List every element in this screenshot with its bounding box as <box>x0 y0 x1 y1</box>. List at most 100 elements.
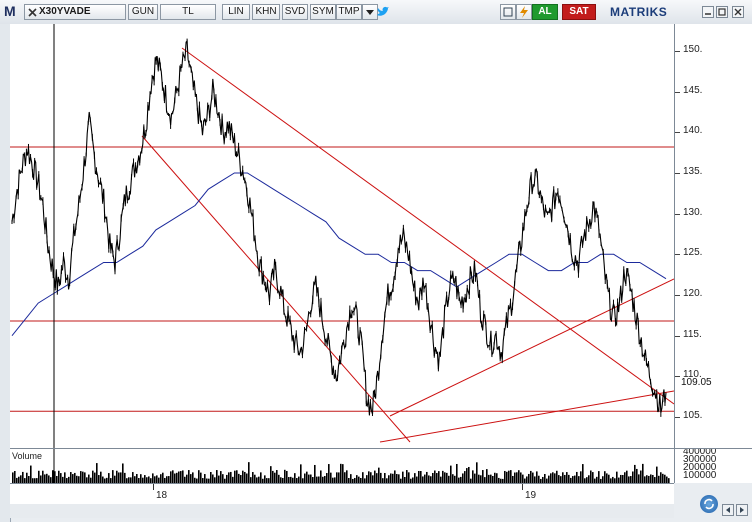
volume-bar <box>238 473 240 483</box>
volume-bar <box>582 464 584 483</box>
volume-bar <box>348 478 350 483</box>
volume-bar <box>222 474 224 483</box>
volume-bar <box>14 471 16 483</box>
scroll-right-button[interactable] <box>736 504 748 516</box>
symbol-label: X30YVADE <box>39 6 91 17</box>
volume-bar <box>88 474 90 483</box>
volume-bar <box>306 471 308 483</box>
volume-bar <box>462 473 464 483</box>
volume-bar <box>188 470 190 483</box>
volume-bar <box>196 478 198 483</box>
volume-bar <box>510 470 512 483</box>
khn-button[interactable]: KHN <box>252 4 280 20</box>
volume-bar <box>220 471 222 483</box>
volume-bar <box>270 466 272 483</box>
volume-bar <box>664 474 666 483</box>
volume-bar <box>56 475 58 483</box>
maximize-button[interactable] <box>716 6 728 18</box>
volume-bar <box>36 478 38 483</box>
volume-bar <box>38 470 40 483</box>
volume-bar <box>424 474 426 483</box>
chevron-down-icon <box>366 10 374 15</box>
volume-bar <box>606 473 608 483</box>
volume-bar <box>526 476 528 483</box>
toggle-icon-button[interactable] <box>500 4 516 20</box>
horizontal-lines <box>10 146 674 412</box>
volume-pane[interactable]: Volume <box>10 448 675 483</box>
refresh-button[interactable] <box>516 4 532 20</box>
volume-bar <box>94 472 96 483</box>
volume-bar <box>140 474 142 483</box>
volume-bar <box>412 477 414 483</box>
horizontal-scrollbar[interactable] <box>10 504 674 518</box>
buy-button[interactable]: AL <box>532 4 558 20</box>
volume-bar <box>496 473 498 483</box>
volume-bar <box>464 471 466 483</box>
volume-bar <box>660 472 662 483</box>
volume-tick: 200000 <box>683 462 717 473</box>
volume-bar <box>192 472 194 483</box>
volume-bar <box>342 464 344 483</box>
volume-bar <box>544 473 546 483</box>
volume-bar <box>252 472 254 483</box>
volume-bar <box>558 475 560 483</box>
x-label-18: 18 <box>156 490 168 501</box>
price-axis[interactable]: 105. 110. 115. 120. 125. 130. 135. 140. 145. 150.… <box>675 24 752 448</box>
volume-bar <box>168 476 170 483</box>
volume-bar <box>274 472 276 483</box>
volume-bar <box>420 470 422 483</box>
volume-bar <box>648 475 650 483</box>
volume-bar <box>298 476 300 483</box>
close-symbol-icon[interactable] <box>28 8 37 17</box>
volume-bar <box>382 478 384 483</box>
volume-bar <box>554 473 556 483</box>
volume-bar <box>352 478 354 483</box>
volume-bar <box>354 477 356 483</box>
minimize-button[interactable] <box>702 6 714 18</box>
volume-bar <box>54 471 56 483</box>
symbol-selector[interactable]: X30YVADE <box>24 4 126 20</box>
trend-line <box>379 390 675 443</box>
svd-button[interactable]: SVD <box>282 4 308 20</box>
scroll-left-button[interactable] <box>722 504 734 516</box>
volume-bar <box>58 470 60 483</box>
time-axis[interactable]: 18 19 <box>10 483 674 504</box>
volume-bar <box>346 470 348 483</box>
volume-bar <box>654 477 656 483</box>
volume-bar <box>288 477 290 483</box>
template-button[interactable]: TMP <box>336 4 362 20</box>
volume-bar <box>278 474 280 483</box>
volume-chart-svg <box>12 449 670 483</box>
sell-button[interactable]: SAT <box>562 4 596 20</box>
volume-bar <box>472 470 474 483</box>
sym-button[interactable]: SYM <box>310 4 336 20</box>
twitter-icon[interactable] <box>376 5 390 19</box>
volume-bar <box>344 472 346 483</box>
volume-bar <box>576 471 578 483</box>
volume-bar <box>340 463 342 483</box>
price-tick-mark <box>675 295 680 296</box>
volume-bar <box>386 478 388 483</box>
volume-tick: 400000 <box>683 448 717 457</box>
volume-bar <box>62 476 64 483</box>
volume-bar <box>130 477 132 483</box>
volume-bar <box>488 474 490 483</box>
sync-button[interactable] <box>700 495 718 513</box>
linear-scale-button[interactable]: LIN <box>222 4 250 20</box>
template-dropdown[interactable] <box>362 4 378 20</box>
volume-bar <box>268 478 270 483</box>
volume-bar <box>498 477 500 483</box>
volume-bar <box>440 476 442 483</box>
volume-bar <box>312 477 314 483</box>
volume-bar <box>522 474 524 483</box>
volume-bar <box>566 472 568 483</box>
volume-bar <box>374 470 376 483</box>
volume-bar <box>22 471 24 483</box>
volume-bar <box>470 478 472 483</box>
volume-bar <box>432 472 434 483</box>
price-plot[interactable] <box>10 24 675 448</box>
close-button[interactable] <box>732 6 744 18</box>
currency-button[interactable]: TL <box>160 4 216 20</box>
period-button[interactable]: GUN <box>128 4 158 20</box>
volume-bar <box>318 476 320 483</box>
